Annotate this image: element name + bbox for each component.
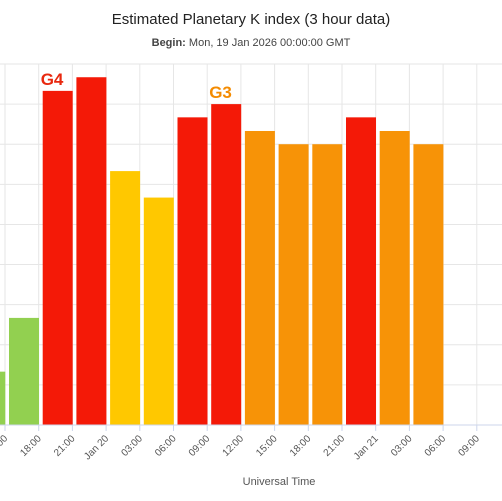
bar <box>143 197 174 425</box>
x-tick-label: 18:00 <box>288 433 314 459</box>
x-tick-label: 18:00 <box>18 433 44 459</box>
x-tick-label: 15:00 <box>254 433 280 459</box>
bar <box>42 90 73 425</box>
bar <box>76 77 107 425</box>
x-tick-label: 06:00 <box>423 433 449 459</box>
chart-title: Estimated Planetary K index (3 hour data… <box>111 11 391 28</box>
x-axis-title: Universal Time <box>243 476 316 488</box>
subtitle-label: Begin: <box>151 37 186 49</box>
subtitle-value: Mon, 19 Jan 2026 00:00:00 GMT <box>188 37 351 49</box>
x-tick-label: Jan 20 <box>82 433 111 462</box>
x-tick-label: 15:00 <box>0 433 10 459</box>
bar <box>413 144 444 425</box>
chart-subtitle: Begin: Mon, 19 Jan 2026 00:00:00 GMT <box>0 37 502 49</box>
bar <box>0 371 6 425</box>
x-tick-label: 03:00 <box>119 433 145 459</box>
x-tick-label: 09:00 <box>187 433 213 459</box>
storm-level-label: G3 <box>209 83 232 102</box>
bar <box>312 144 343 425</box>
bar <box>346 117 376 425</box>
bar <box>177 117 208 425</box>
x-tick-label: 21:00 <box>52 433 78 459</box>
x-tick-label: 09:00 <box>456 433 482 459</box>
x-tick-label: Jan 21 <box>352 433 381 462</box>
x-tick-label: 03:00 <box>389 433 415 459</box>
bar <box>244 130 275 426</box>
bar <box>110 171 141 425</box>
x-tick-label: 06:00 <box>153 433 179 459</box>
x-tick-label: 21:00 <box>322 433 348 459</box>
bar <box>278 144 309 425</box>
bar <box>9 317 39 425</box>
bar <box>211 104 242 425</box>
storm-level-label: G4 <box>41 70 64 89</box>
x-tick-label: 12:00 <box>221 433 247 459</box>
bar <box>379 130 410 426</box>
